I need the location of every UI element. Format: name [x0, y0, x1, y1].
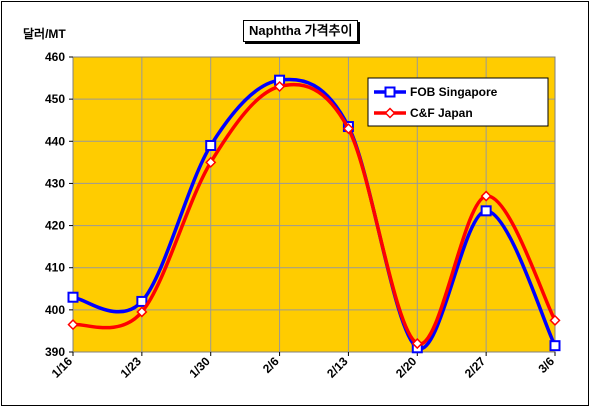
data-point-c-f-japan [480, 190, 492, 202]
legend-label-fob-singapore: FOB Singapore [410, 85, 498, 99]
y-tick-label: 410 [45, 261, 65, 275]
y-axis-unit-label: 달러/MT [23, 27, 66, 41]
data-point-fob-singapore [205, 140, 217, 151]
data-point-c-f-japan [342, 123, 354, 135]
x-tick-label: 2/13 [324, 354, 351, 381]
data-point-c-f-japan [411, 338, 423, 350]
data-point-fob-singapore [549, 340, 561, 352]
y-tick-label: 400 [45, 303, 65, 317]
x-tick-label: 2/20 [393, 354, 420, 381]
y-tick-label: 420 [45, 219, 65, 233]
x-tick-label: 1/30 [186, 354, 213, 381]
data-point-c-f-japan [549, 314, 561, 326]
x-tick-label: 1/23 [118, 354, 145, 381]
data-point-c-f-japan [205, 156, 217, 168]
y-tick-label: 430 [45, 176, 65, 190]
legend-marker-c-f-japan [384, 107, 396, 119]
y-tick-label: 390 [45, 345, 65, 359]
data-point-c-f-japan [274, 80, 286, 93]
plot-border [72, 56, 556, 353]
x-tick-label: 2/27 [462, 354, 489, 381]
data-point-fob-singapore [136, 295, 148, 307]
chart-title: Naphtha 가격추이 [243, 20, 359, 42]
x-tick-label: 3/6 [535, 354, 557, 376]
data-point-fob-singapore [480, 205, 492, 217]
legend-marker-fob-singapore [384, 86, 396, 98]
data-point-fob-singapore [67, 291, 79, 303]
data-point-c-f-japan [136, 306, 148, 318]
x-tick-label: 2/6 [260, 354, 282, 376]
legend-label-c-f-japan: C&F Japan [410, 106, 473, 120]
y-tick-label: 460 [45, 50, 65, 64]
y-tick-label: 440 [45, 134, 65, 148]
data-point-c-f-japan [67, 319, 79, 331]
y-tick-label: 450 [45, 92, 65, 106]
legend-box [367, 77, 549, 127]
